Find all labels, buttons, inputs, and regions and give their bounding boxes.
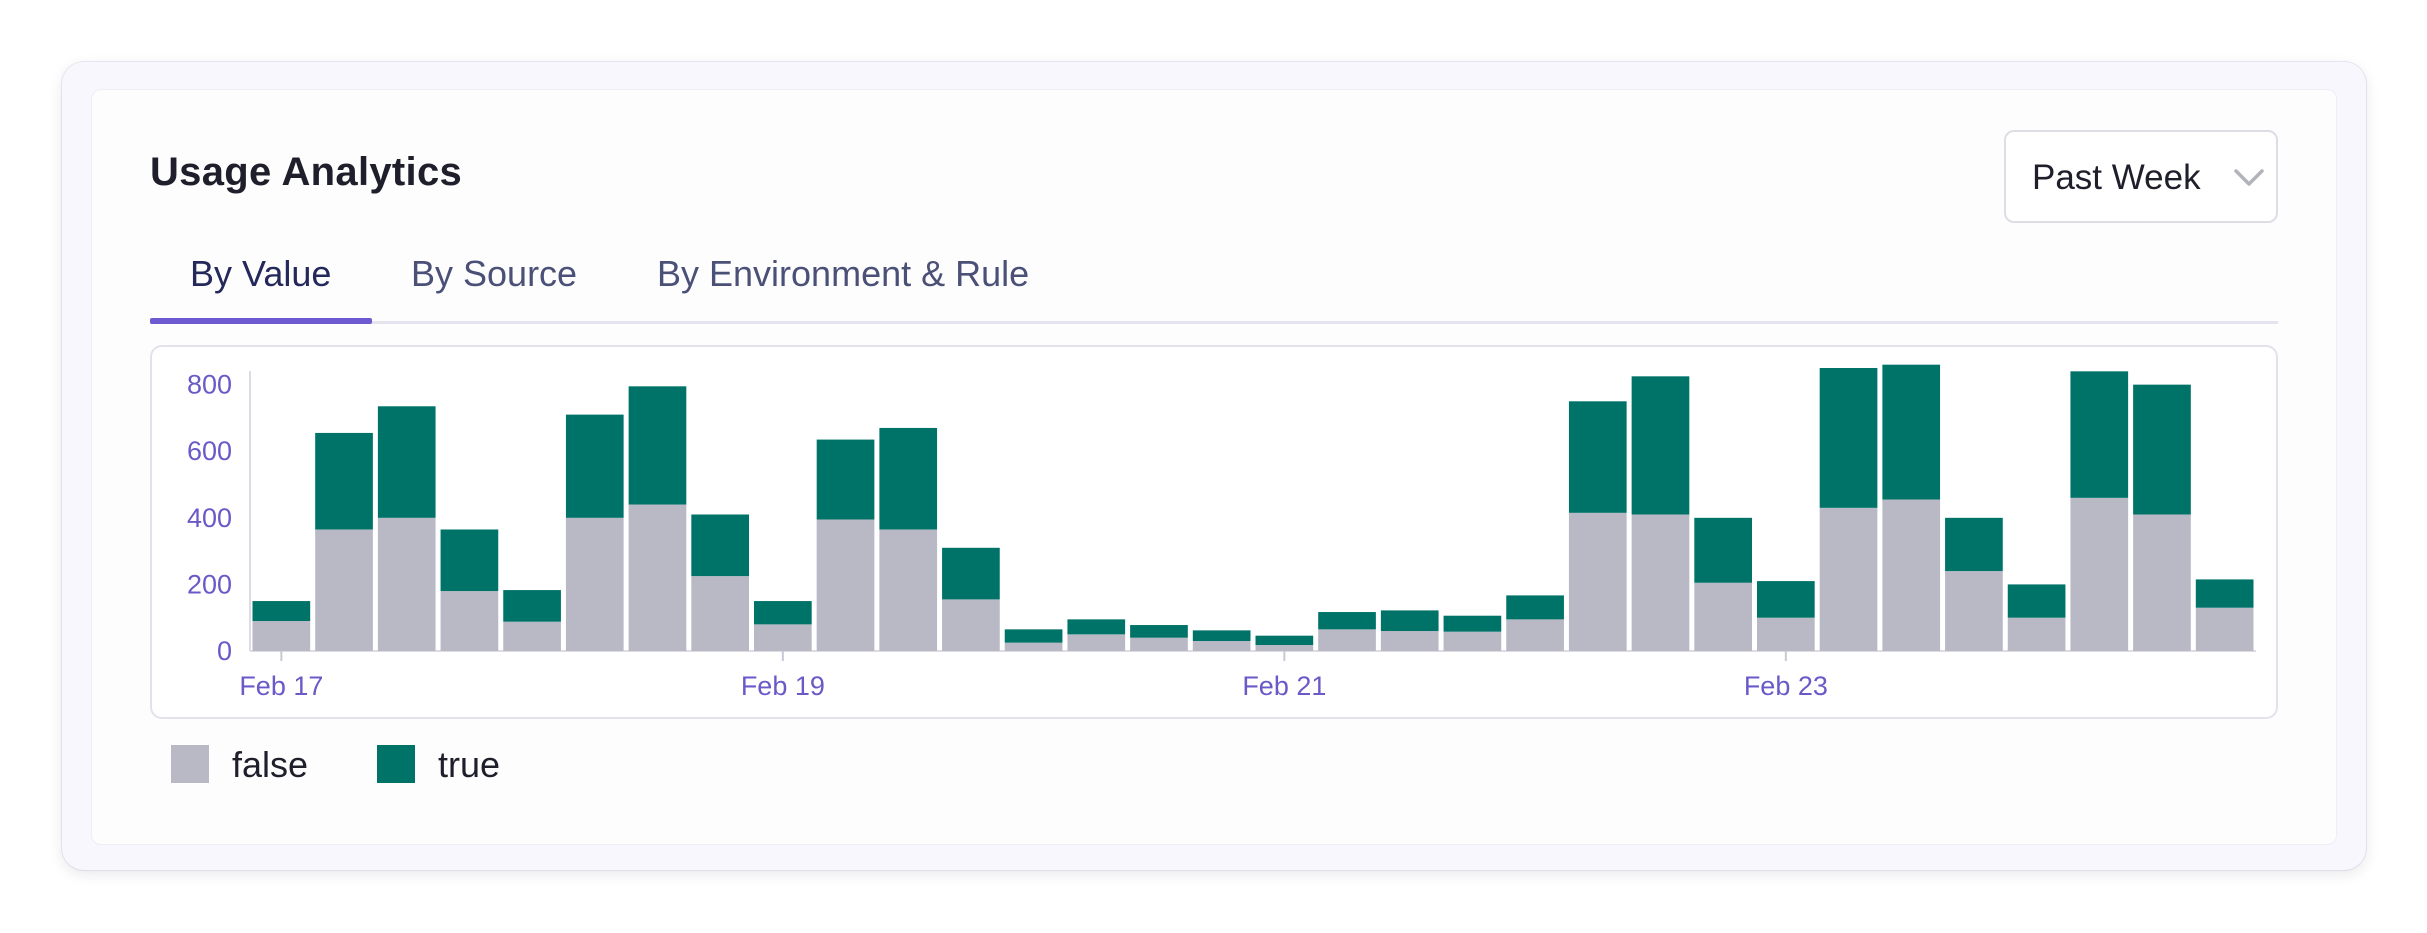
bar-true-17	[1318, 612, 1376, 630]
bar-false-11	[942, 599, 1000, 651]
bar-false-29	[2070, 497, 2129, 651]
bar-true-5	[565, 414, 624, 518]
legend-label-true: true	[438, 744, 501, 785]
bar-true-8	[754, 601, 812, 625]
x-tick-label: Feb 19	[741, 671, 825, 701]
bar-true-14	[1130, 625, 1188, 638]
y-tick-label-0: 0	[217, 636, 232, 666]
bar-false-0	[252, 621, 311, 651]
bar-false-20	[1506, 619, 1564, 651]
bar-false-21	[1568, 512, 1627, 651]
time-range-value: Past Week	[2032, 158, 2201, 197]
tab-bar: By Value By Source By Environment & Rule	[150, 245, 2278, 325]
tab-divider	[150, 321, 2278, 324]
bar-false-18	[1380, 631, 1439, 651]
bar-true-11	[942, 547, 1000, 600]
legend-swatch-false	[171, 745, 209, 783]
bar-false-12	[1004, 642, 1063, 651]
bar-false-10	[879, 529, 938, 651]
bar-false-28	[2007, 617, 2066, 651]
legend-swatch-true	[377, 745, 415, 783]
bar-false-15	[1192, 641, 1251, 651]
bar-false-6	[628, 504, 687, 651]
bar-false-13	[1067, 634, 1126, 651]
legend-label-false: false	[232, 744, 309, 785]
bar-false-16	[1255, 645, 1314, 651]
y-tick-label-200: 200	[187, 569, 232, 599]
bar-false-22	[1631, 514, 1690, 651]
bar-true-6	[628, 386, 687, 505]
bar-true-4	[503, 590, 561, 622]
bar-true-12	[1004, 629, 1063, 643]
bar-false-19	[1443, 631, 1502, 651]
tab-by-value[interactable]: By Value	[190, 253, 332, 294]
bar-true-2	[377, 406, 436, 518]
bar-false-1	[315, 529, 373, 651]
y-tick-label-600: 600	[187, 436, 232, 466]
bar-true-15	[1192, 630, 1251, 642]
chevron-down-icon	[2234, 169, 2264, 186]
bar-true-16	[1255, 635, 1314, 646]
bar-false-31	[2195, 607, 2254, 651]
bar-false-7	[691, 576, 749, 651]
bar-true-1	[315, 432, 373, 530]
bar-true-3	[440, 529, 499, 592]
bar-true-9	[816, 439, 875, 520]
bar-false-27	[1945, 571, 2003, 651]
bar-true-18	[1380, 610, 1439, 632]
usage-bar-chart: 0 200 400 600 800 Feb 17 Feb 19 Feb 21 Feb 23	[187, 364, 2256, 701]
bar-true-23	[1694, 517, 1752, 583]
bar-true-31	[2195, 579, 2254, 608]
x-tick-label: Feb 23	[1744, 671, 1828, 701]
y-tick-label-800: 800	[187, 370, 232, 400]
bar-false-3	[440, 591, 499, 651]
page-title: Usage Analytics	[150, 150, 463, 194]
bar-false-5	[565, 517, 624, 651]
bar-false-26	[1882, 499, 1941, 651]
bar-false-23	[1694, 582, 1752, 651]
bar-true-28	[2007, 584, 2066, 618]
y-tick-label-400: 400	[187, 503, 232, 533]
bar-true-19	[1443, 615, 1502, 632]
bar-false-24	[1757, 617, 1815, 651]
bar-false-9	[816, 519, 875, 651]
x-tick-label: Feb 17	[239, 671, 323, 701]
active-tab-indicator	[150, 318, 372, 324]
bar-true-26	[1882, 364, 1941, 500]
bar-true-30	[2133, 384, 2191, 515]
bar-true-13	[1067, 619, 1126, 635]
bar-true-20	[1506, 595, 1564, 620]
tab-by-environment-rule[interactable]: By Environment & Rule	[657, 253, 1030, 294]
bar-true-25	[1819, 368, 1878, 508]
bar-true-21	[1568, 401, 1627, 513]
bar-true-7	[691, 514, 749, 577]
bar-false-17	[1318, 629, 1376, 651]
bar-false-4	[503, 621, 561, 651]
bar-true-22	[1631, 376, 1690, 515]
bar-false-2	[377, 517, 436, 651]
bar-true-24	[1757, 581, 1815, 618]
tab-by-source[interactable]: By Source	[411, 253, 578, 294]
bar-false-30	[2133, 514, 2191, 651]
time-range-select[interactable]: Past Week	[2004, 130, 2278, 223]
bar-false-8	[754, 624, 812, 651]
x-tick-label: Feb 21	[1242, 671, 1326, 701]
bar-true-0	[252, 601, 311, 622]
bar-true-10	[879, 427, 938, 530]
bar-true-27	[1945, 517, 2003, 572]
bar-false-25	[1819, 507, 1878, 651]
bar-false-14	[1130, 637, 1188, 651]
bar-true-29	[2070, 371, 2129, 498]
